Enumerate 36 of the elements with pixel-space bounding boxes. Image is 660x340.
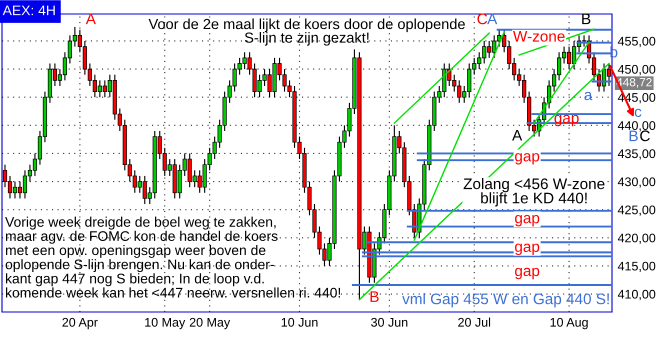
y-tick-label: 450,00 xyxy=(618,64,656,76)
annotation: A xyxy=(512,130,522,141)
x-tick-label: 20 May xyxy=(190,318,230,330)
annotation: gap xyxy=(515,268,540,280)
y-tick-label: 425,00 xyxy=(618,205,656,216)
annotation: A xyxy=(86,14,96,24)
ref-line-label: W-zone xyxy=(513,31,565,42)
annotation: Vorige week dreigde de boel weg te zakken, maar agv. de FOMC kon de handel de koers met een opw. openingsgap weer boven de oplopende S-lijn brengen. Nu kan de onder- kant gap 447 nog S bieden; In de loop v.d. komende week kan het <447 neerw. versnellen ri. 440! xyxy=(5,216,340,298)
annotation: vml Gap 455 W en Gap 440 S! xyxy=(402,293,609,308)
annotation: C xyxy=(477,13,488,24)
text: C xyxy=(640,130,650,142)
y-tick-label: 415,00 xyxy=(618,262,656,272)
annotation: gap xyxy=(515,153,540,164)
chart-title: AEX: 4H xyxy=(2,6,55,16)
x-tick-label: 20 Apr xyxy=(62,318,98,330)
y-tick-label: 440,00 xyxy=(618,121,656,132)
text: Voor de 2e maal lijkt de koers door de oplopende S-lijn te zijn gezakt! xyxy=(148,18,465,46)
text: c xyxy=(634,108,642,118)
y-tick-label: 430,00 xyxy=(618,177,656,188)
text: B xyxy=(630,130,638,142)
annotation: Zolang <456 W-zone blijft 1e KD 440! xyxy=(464,178,604,206)
x-tick-label: 10 Aug xyxy=(550,318,588,330)
ref-line-label: a xyxy=(584,92,592,100)
x-tick-label: 30 Jun xyxy=(371,318,408,327)
annotation: gap xyxy=(515,244,540,256)
y-tick-label: 410,00 xyxy=(618,290,656,300)
y-tick-label: 455,00 xyxy=(618,36,656,48)
x-tick-label: 20 Jul xyxy=(458,318,490,327)
x-tick-label: 10 Jun xyxy=(282,318,318,327)
annotation: B xyxy=(370,291,379,302)
annotation: B xyxy=(582,14,590,24)
annotation: A xyxy=(487,14,498,24)
y-tick-label: 420,00 xyxy=(618,234,656,244)
x-tick-label: 10 May xyxy=(145,318,186,330)
annotation: gap xyxy=(515,214,540,226)
y-tick-label: 435,00 xyxy=(618,149,656,160)
